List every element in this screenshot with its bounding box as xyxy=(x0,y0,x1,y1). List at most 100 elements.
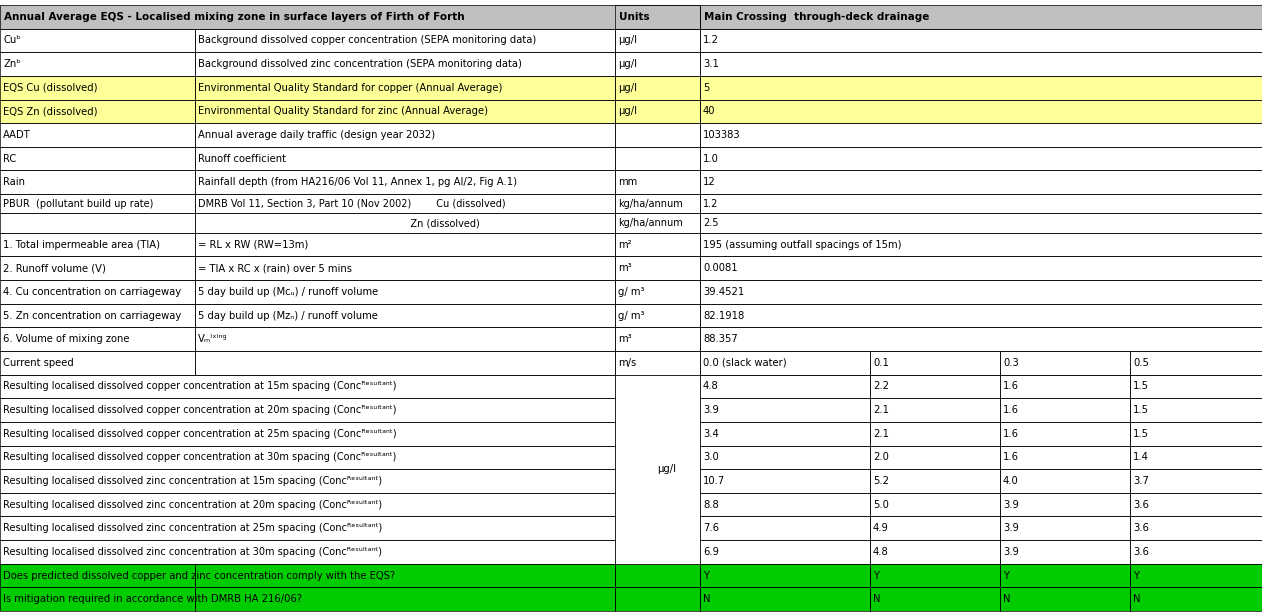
Text: 1.6: 1.6 xyxy=(1003,452,1018,463)
Text: 0.1: 0.1 xyxy=(873,358,888,368)
Bar xyxy=(1129,493,1262,516)
Text: 3.6: 3.6 xyxy=(1133,547,1148,557)
Text: 0.5: 0.5 xyxy=(1133,358,1148,368)
Bar xyxy=(1000,493,1129,516)
Bar xyxy=(0,280,196,304)
Bar xyxy=(0,351,196,375)
Bar xyxy=(0,147,196,171)
Bar xyxy=(0,327,196,351)
Text: 2.2: 2.2 xyxy=(873,381,888,391)
Bar xyxy=(700,564,870,588)
Text: Resulting localised dissolved zinc concentration at 15m spacing (Concᴿᵉˢᵘˡᵗᵃⁿᵗ): Resulting localised dissolved zinc conce… xyxy=(3,476,382,486)
Bar xyxy=(196,256,615,280)
Text: 2.0: 2.0 xyxy=(873,452,888,463)
Bar xyxy=(615,194,700,214)
Text: 4.8: 4.8 xyxy=(703,381,719,391)
Bar xyxy=(700,469,870,493)
Text: N: N xyxy=(873,594,881,604)
Bar xyxy=(0,100,196,123)
Text: Rain: Rain xyxy=(3,177,25,187)
Text: 5. Zn concentration on carriageway: 5. Zn concentration on carriageway xyxy=(3,310,182,320)
Bar xyxy=(196,52,615,76)
Text: 1.2: 1.2 xyxy=(703,36,719,46)
Bar xyxy=(1000,493,1129,516)
Bar xyxy=(615,445,700,469)
Bar xyxy=(196,588,615,611)
Bar xyxy=(1000,564,1129,588)
Bar xyxy=(870,375,1000,399)
Text: 2.1: 2.1 xyxy=(873,429,888,439)
Bar xyxy=(700,469,870,493)
Text: 3.9: 3.9 xyxy=(1003,500,1018,509)
Bar xyxy=(0,304,196,327)
Bar xyxy=(700,147,1262,171)
Bar xyxy=(615,469,700,493)
Bar xyxy=(615,233,700,256)
Bar xyxy=(196,304,615,327)
Bar xyxy=(0,375,615,399)
Text: Vₘᴵˣᴵⁿᵍ: Vₘᴵˣᴵⁿᵍ xyxy=(198,334,227,344)
Bar xyxy=(1000,588,1129,611)
Text: AADT: AADT xyxy=(3,130,30,140)
Text: 0.0081: 0.0081 xyxy=(703,263,737,274)
Bar xyxy=(0,171,196,194)
Bar xyxy=(1129,422,1262,445)
Bar xyxy=(870,422,1000,445)
Text: 82.1918: 82.1918 xyxy=(703,310,745,320)
Bar xyxy=(1129,564,1262,588)
Bar xyxy=(0,5,700,28)
Bar xyxy=(1000,588,1129,611)
Bar xyxy=(870,351,1000,375)
Text: 7.6: 7.6 xyxy=(703,523,719,533)
Bar xyxy=(0,214,196,233)
Bar xyxy=(0,194,196,214)
Bar xyxy=(196,147,615,171)
Bar xyxy=(196,256,615,280)
Bar xyxy=(870,399,1000,422)
Bar xyxy=(615,399,700,422)
Bar xyxy=(700,588,870,611)
Bar xyxy=(615,304,700,327)
Text: Znᵇ: Znᵇ xyxy=(3,59,20,69)
Bar xyxy=(700,28,1262,52)
Bar xyxy=(0,351,196,375)
Bar xyxy=(700,100,1262,123)
Bar xyxy=(700,327,1262,351)
Bar xyxy=(196,280,615,304)
Text: 1.5: 1.5 xyxy=(1133,381,1148,391)
Bar xyxy=(615,564,700,588)
Bar xyxy=(870,445,1000,469)
Bar xyxy=(870,375,1000,399)
Text: 1.2: 1.2 xyxy=(703,199,718,209)
Bar xyxy=(700,233,1262,256)
Bar xyxy=(196,194,615,214)
Bar xyxy=(700,422,870,445)
Bar xyxy=(870,445,1000,469)
Bar xyxy=(0,327,196,351)
Text: Y: Y xyxy=(873,570,880,580)
Bar xyxy=(615,76,700,100)
Bar xyxy=(615,375,700,564)
Bar xyxy=(196,351,615,375)
Text: N: N xyxy=(703,594,711,604)
Bar xyxy=(0,28,196,52)
Bar xyxy=(1000,399,1129,422)
Text: 10.7: 10.7 xyxy=(703,476,726,486)
Bar xyxy=(700,52,1262,76)
Bar xyxy=(1000,516,1129,540)
Bar xyxy=(196,564,615,588)
Bar xyxy=(0,52,196,76)
Text: 3.0: 3.0 xyxy=(703,452,719,463)
Bar xyxy=(700,5,1262,28)
Text: 3.6: 3.6 xyxy=(1133,523,1148,533)
Bar xyxy=(615,171,700,194)
Text: 4.0: 4.0 xyxy=(1003,476,1018,486)
Bar xyxy=(700,256,1262,280)
Text: 3.9: 3.9 xyxy=(1003,547,1018,557)
Bar xyxy=(1129,399,1262,422)
Text: DMRB Vol 11, Section 3, Part 10 (Nov 2002)        Cu (dissolved): DMRB Vol 11, Section 3, Part 10 (Nov 200… xyxy=(198,199,506,209)
Bar xyxy=(196,171,615,194)
Bar xyxy=(870,422,1000,445)
Text: Annual Average EQS - Localised mixing zone in surface layers of Firth of Forth: Annual Average EQS - Localised mixing zo… xyxy=(4,12,464,22)
Text: 4. Cu concentration on carriageway: 4. Cu concentration on carriageway xyxy=(3,287,182,297)
